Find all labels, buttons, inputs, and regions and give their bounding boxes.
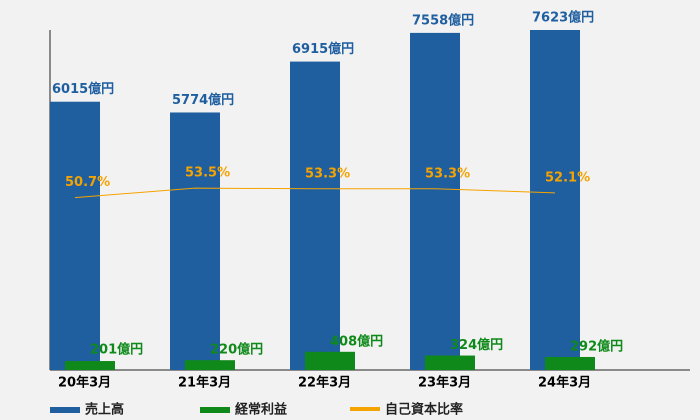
bar bbox=[65, 361, 115, 370]
value-label: 52.1% bbox=[545, 170, 590, 185]
value-label: 53.3% bbox=[425, 166, 470, 181]
bar bbox=[425, 355, 475, 370]
line bbox=[74, 187, 556, 199]
value-label: 7558億円 bbox=[412, 12, 474, 28]
value-label: 5774億円 bbox=[172, 92, 234, 108]
bar bbox=[530, 30, 580, 370]
legend-swatch bbox=[50, 407, 80, 413]
x-tick-label: 22年3月 bbox=[298, 375, 351, 391]
bar bbox=[545, 356, 595, 370]
value-label: 408億円 bbox=[330, 333, 383, 349]
value-label: 201億円 bbox=[90, 342, 143, 358]
x-tick-label: 21年3月 bbox=[178, 375, 231, 391]
legend-swatch bbox=[200, 407, 230, 413]
value-label: 53.5% bbox=[185, 166, 230, 181]
bar bbox=[290, 61, 340, 370]
bar bbox=[50, 101, 100, 371]
value-label: 220億円 bbox=[210, 342, 263, 358]
bar bbox=[410, 32, 460, 371]
value-label: 53.3% bbox=[305, 166, 350, 181]
x-tick-label: 24年3月 bbox=[538, 375, 591, 391]
legend-label: 経常利益 bbox=[235, 402, 287, 418]
value-label: 292億円 bbox=[570, 338, 623, 354]
value-label: 7623億円 bbox=[532, 10, 594, 26]
x-tick-label: 20年3月 bbox=[58, 375, 111, 391]
legend-label: 売上高 bbox=[85, 402, 124, 418]
value-label: 50.7% bbox=[65, 175, 110, 190]
value-label: 6915億円 bbox=[292, 41, 354, 57]
legend-swatch bbox=[350, 407, 380, 411]
x-tick-label: 23年3月 bbox=[418, 375, 471, 391]
legend-label: 自己資本比率 bbox=[385, 402, 463, 418]
value-label: 6015億円 bbox=[52, 81, 114, 97]
value-label: 324億円 bbox=[450, 337, 503, 353]
bar bbox=[305, 351, 355, 370]
bar bbox=[185, 360, 235, 370]
bar bbox=[170, 112, 220, 370]
